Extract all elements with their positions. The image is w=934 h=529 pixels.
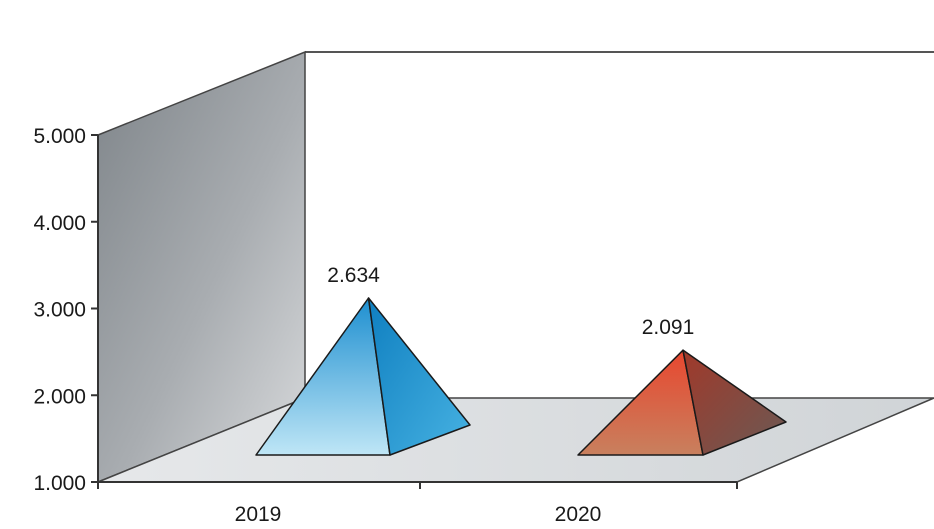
y-tick-label: 4.000 <box>33 212 86 235</box>
x-ticks: 2019 2020 <box>97 482 738 526</box>
x-tick-label: 2020 <box>555 503 602 526</box>
data-label-2019: 2.634 <box>327 264 380 287</box>
y-ticks: 1.000 2.000 3.000 4.000 5.000 <box>33 125 98 495</box>
pyramids <box>255 297 787 456</box>
y-tick-label: 5.000 <box>33 125 86 148</box>
y-tick-label: 2.000 <box>33 385 86 408</box>
data-label-2020: 2.091 <box>642 316 695 339</box>
y-tick-label: 3.000 <box>33 299 86 322</box>
x-tick-label: 2019 <box>235 503 282 526</box>
y-tick-label: 1.000 <box>33 472 86 495</box>
pyramid-side-face-2019 <box>367 297 471 456</box>
pyramid-side-face-2020 <box>682 349 787 456</box>
data-labels: 2.634 2.091 <box>327 264 694 339</box>
